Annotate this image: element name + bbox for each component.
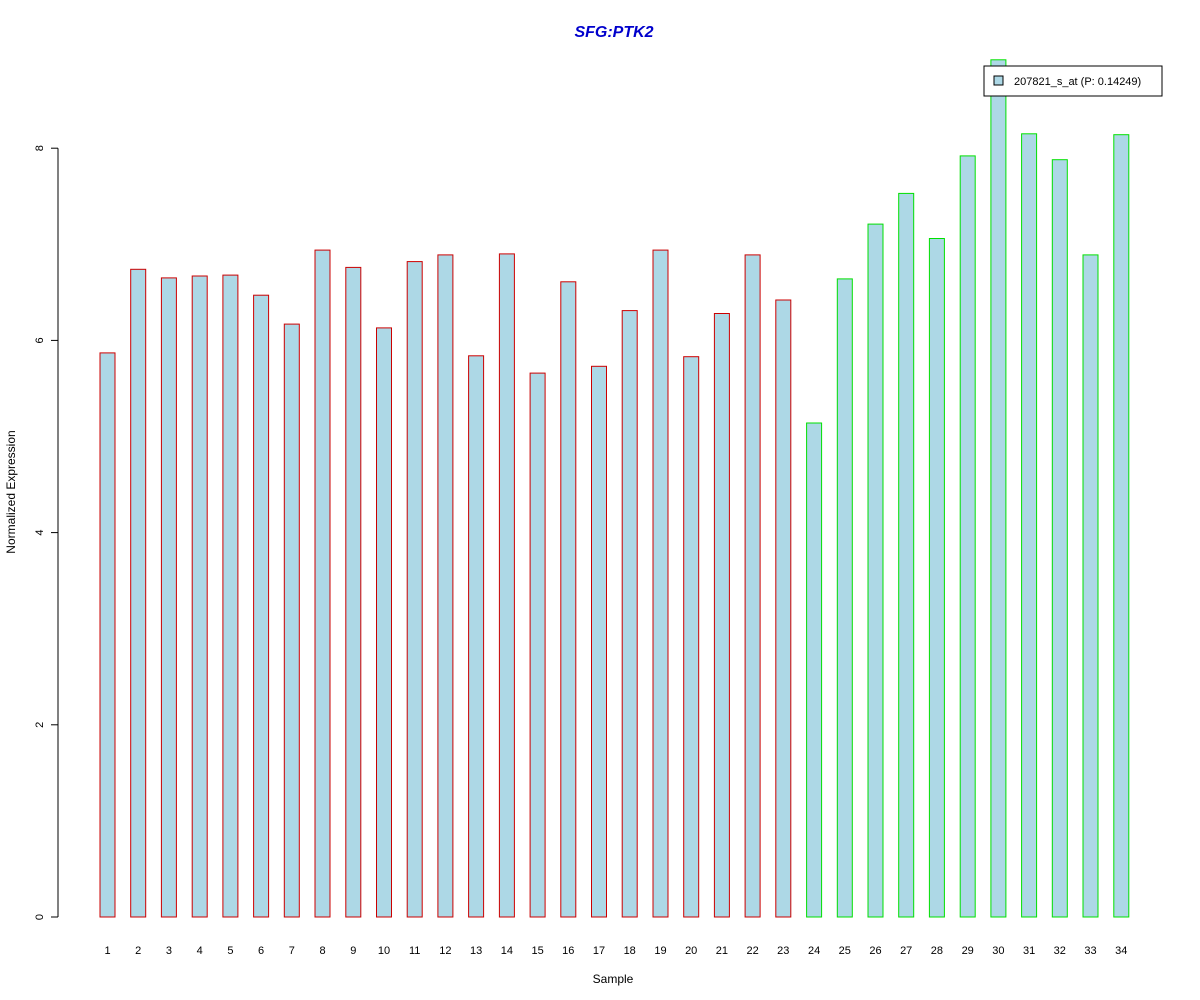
x-tick-label: 3: [166, 945, 172, 957]
x-tick-label: 13: [470, 945, 482, 957]
bar: [283, 323, 300, 918]
y-tick-label: 8: [34, 145, 46, 151]
x-tick-label: 10: [378, 945, 390, 957]
bar: [1113, 134, 1130, 918]
x-tick-label: 23: [777, 945, 789, 957]
bar: [314, 249, 331, 918]
x-tick-label: 18: [624, 945, 636, 957]
x-tick-label: 24: [808, 945, 820, 957]
x-tick-label: 16: [562, 945, 574, 957]
legend-box: [983, 65, 1163, 97]
bar: [437, 254, 454, 918]
x-tick-labels: 1 2 3 4 5 6 7 8 9 10 11 12 13 14 15 16 17 18 19 20 21 22 23 24 2…: [104, 945, 1127, 957]
bar: [683, 356, 700, 918]
x-tick-label: 6: [258, 945, 264, 957]
chart-title: SFG:PTK2: [574, 24, 653, 41]
bar: [345, 266, 362, 918]
x-tick-label: 30: [992, 945, 1004, 957]
x-tick-label: 17: [593, 945, 605, 957]
x-tick-label: 7: [289, 945, 295, 957]
x-tick-label: 26: [869, 945, 881, 957]
bar: [652, 249, 669, 918]
bar: [898, 192, 915, 918]
bars-group: [99, 59, 1130, 918]
x-tick-label: 15: [531, 945, 543, 957]
y-tick-label: 2: [34, 722, 46, 728]
x-tick-label: 27: [900, 945, 912, 957]
bar: [498, 253, 515, 918]
bar: [160, 277, 177, 918]
bar: [591, 365, 607, 918]
legend-label: 207821_s_at (P: 0.14249): [1014, 76, 1141, 88]
x-axis-label: Sample: [593, 972, 634, 986]
bar: [99, 352, 116, 918]
x-tick-label: 1: [104, 945, 110, 957]
y-tick-label: 4: [34, 530, 46, 536]
y-axis-label: Normalized Expression: [4, 430, 18, 553]
bar: [468, 355, 485, 918]
bar: [959, 155, 976, 918]
bar: [222, 274, 239, 918]
y-axis: 0 2 4 6 8: [34, 145, 59, 920]
y-tick-label: 6: [34, 337, 46, 343]
x-tick-label: 32: [1054, 945, 1066, 957]
x-tick-label: 2: [135, 945, 141, 957]
x-tick-label: 9: [350, 945, 356, 957]
bar: [928, 238, 945, 918]
bar: [621, 310, 638, 918]
x-tick-label: 19: [654, 945, 666, 957]
bar: [775, 299, 792, 918]
x-tick-label: 20: [685, 945, 697, 957]
x-tick-label: 25: [839, 945, 851, 957]
bar: [836, 278, 853, 918]
x-tick-label: 33: [1084, 945, 1096, 957]
y-tick-label: 0: [34, 914, 46, 920]
bar: [713, 313, 730, 918]
bar: [130, 268, 147, 918]
x-tick-label: 12: [439, 945, 451, 957]
x-tick-label: 31: [1023, 945, 1035, 957]
x-tick-label: 4: [197, 945, 203, 957]
bar: [990, 59, 1007, 918]
x-tick-label: 5: [227, 945, 233, 957]
x-tick-label: 11: [409, 945, 420, 957]
bar: [1021, 133, 1038, 918]
legend-swatch: [993, 75, 1004, 86]
x-tick-label: 28: [931, 945, 943, 957]
bar: [191, 275, 208, 918]
x-tick-label: 8: [319, 945, 325, 957]
bar: [1051, 159, 1068, 918]
bar: [529, 372, 546, 918]
bar: [560, 281, 577, 918]
bar: [406, 261, 423, 918]
bar: [376, 327, 392, 918]
bar: [253, 294, 270, 918]
x-tick-label: 29: [962, 945, 974, 957]
x-tick-label: 22: [746, 945, 758, 957]
bar: [744, 254, 761, 918]
bar: [806, 422, 823, 918]
bar: [867, 223, 884, 918]
legend: 207821_s_at (P: 0.14249): [983, 65, 1163, 97]
x-tick-label: 21: [716, 945, 728, 957]
x-tick-label: 14: [501, 945, 513, 957]
bar: [1082, 254, 1099, 918]
x-tick-label: 34: [1115, 945, 1127, 957]
